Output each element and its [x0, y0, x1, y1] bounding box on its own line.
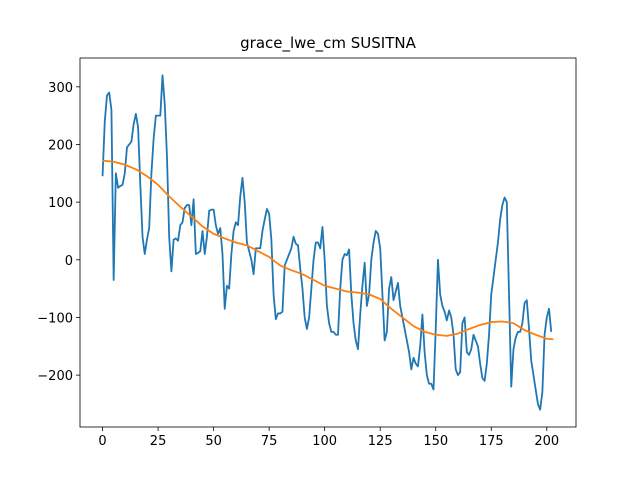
axes-frame [79, 57, 577, 428]
y-tick-label: −200 [37, 369, 73, 384]
x-tick-label: 75 [261, 434, 278, 449]
y-tick-label: 100 [48, 196, 73, 211]
y-tick-label: −100 [37, 311, 73, 326]
y-tick-label: 300 [48, 81, 73, 96]
x-tick-label: 50 [205, 434, 222, 449]
x-tick-label: 0 [98, 434, 106, 449]
y-tick-label: 0 [65, 254, 73, 269]
x-tick-label: 100 [312, 434, 337, 449]
line-series [101, 74, 553, 411]
x-tick-label: 150 [423, 434, 448, 449]
chart-title: grace_lwe_cm SUSITNA [240, 34, 416, 53]
line-series [102, 159, 554, 341]
y-tick-label: 200 [48, 138, 73, 153]
x-tick-label: 125 [368, 434, 393, 449]
x-tick-label: 25 [150, 434, 167, 449]
x-tick-label: 175 [479, 434, 504, 449]
x-tick-label: 200 [534, 434, 559, 449]
